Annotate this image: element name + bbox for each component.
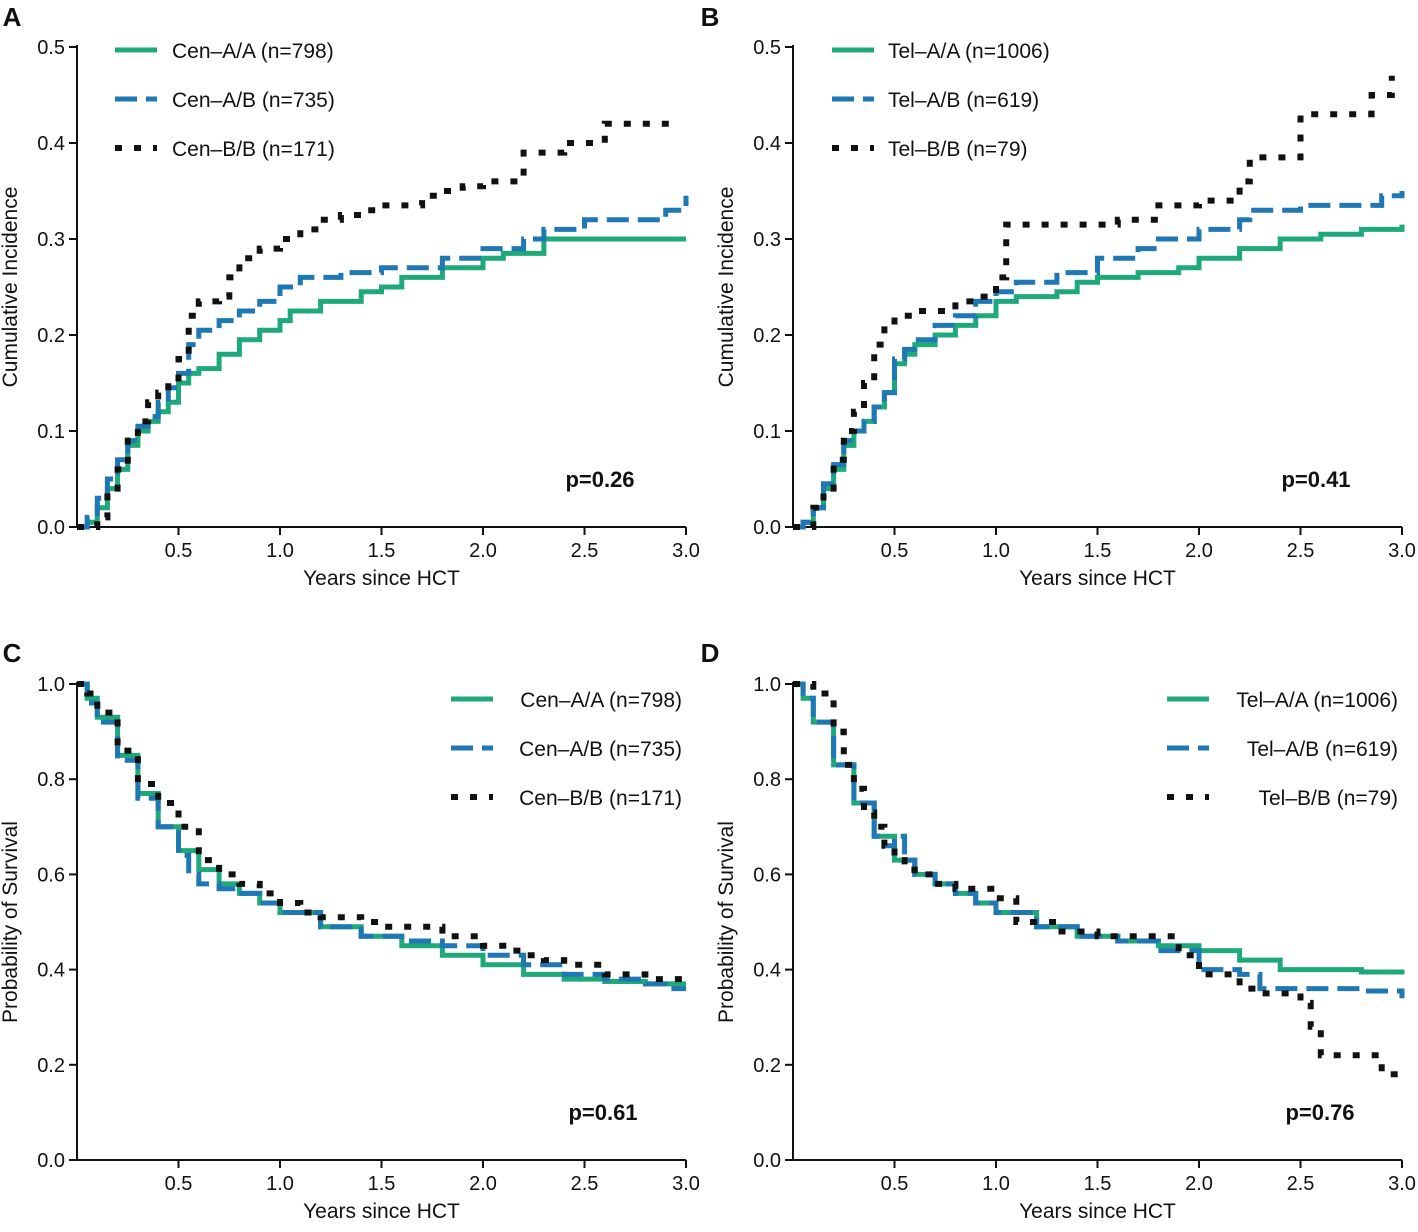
y-axis-title: Probability of Survival bbox=[715, 821, 738, 1023]
y-axis-title: Cumulative Incidence bbox=[0, 187, 22, 388]
y-tick-label: 0.0 bbox=[37, 1150, 65, 1172]
y-tick-label: 0.4 bbox=[753, 133, 781, 155]
legend: Tel–A/A (n=1006) Tel–A/B (n=619) Tel–B/B (… bbox=[1167, 689, 1398, 810]
x-axis-title: Years since HCT bbox=[1019, 567, 1176, 590]
legend-label: Tel–B/B (n=79) bbox=[1259, 787, 1399, 810]
y-tick-label: 0.3 bbox=[753, 229, 781, 251]
series-line-dashed bbox=[77, 681, 686, 992]
legend-label: Cen–B/B (n=171) bbox=[519, 787, 682, 810]
legend-label: Tel–A/B (n=619) bbox=[1247, 738, 1398, 761]
x-tick-label: 1.0 bbox=[982, 540, 1010, 562]
legend: Cen–A/A (n=798) Cen–A/B (n=735) Cen–B/B (n… bbox=[115, 40, 335, 161]
legend-label: Cen–A/B (n=735) bbox=[519, 738, 682, 761]
y-tick-label: 0.4 bbox=[753, 960, 781, 982]
panel-c: C 0.0 0.2 0.4 0.6 0.8 1.0 0.5 1.0 1.5 2.0 2.5 3.0 Yea… bbox=[0, 638, 700, 1223]
x-tick-label: 3.0 bbox=[672, 540, 700, 562]
series-line-dotted bbox=[77, 120, 676, 530]
y-tick-label: 1.0 bbox=[753, 674, 781, 696]
y-tick-label: 0.6 bbox=[37, 864, 65, 886]
series-line-dashed bbox=[793, 681, 1405, 999]
legend-label: Tel–B/B (n=79) bbox=[888, 138, 1028, 161]
legend-label: Cen–A/A (n=798) bbox=[520, 689, 682, 712]
x-tick-label: 3.0 bbox=[672, 1173, 700, 1195]
panel-label: C bbox=[3, 638, 22, 668]
x-tick-label: 0.5 bbox=[165, 540, 193, 562]
y-tick-label: 1.0 bbox=[37, 674, 65, 696]
y-tick-label: 0.2 bbox=[753, 325, 781, 347]
x-tick-label: 2.5 bbox=[571, 1173, 599, 1195]
x-tick-label: 1.5 bbox=[1084, 1173, 1112, 1195]
x-tick-label: 0.5 bbox=[165, 1173, 193, 1195]
y-tick-label: 0.6 bbox=[753, 864, 781, 886]
x-tick-label: 3.0 bbox=[1388, 540, 1416, 562]
x-tick-label: 1.0 bbox=[266, 1173, 294, 1195]
p-value-annotation: p=0.76 bbox=[1285, 1100, 1354, 1125]
panel-d: D 0.0 0.2 0.4 0.6 0.8 1.0 0.5 1.0 1.5 2.0 2.5 3.0 Yea… bbox=[701, 638, 1416, 1223]
panel-label: B bbox=[701, 2, 720, 32]
x-tick-label: 1.5 bbox=[368, 540, 396, 562]
y-axis-title: Cumulative Incidence bbox=[715, 187, 738, 388]
x-tick-label: 0.5 bbox=[881, 1173, 909, 1195]
x-axis-title: Years since HCT bbox=[303, 567, 460, 590]
y-tick-label: 0.4 bbox=[37, 133, 65, 155]
x-tick-label: 0.5 bbox=[881, 540, 909, 562]
y-tick-label: 0.8 bbox=[37, 769, 65, 791]
y-tick-label: 0.2 bbox=[37, 1055, 65, 1077]
x-axis-title: Years since HCT bbox=[303, 1200, 460, 1223]
legend-label: Tel–A/A (n=1006) bbox=[1236, 689, 1398, 712]
x-tick-label: 1.5 bbox=[368, 1173, 396, 1195]
y-tick-label: 0.3 bbox=[37, 229, 65, 251]
series-line-solid bbox=[77, 681, 686, 987]
legend-label: Tel–A/B (n=619) bbox=[888, 89, 1039, 112]
panel-b: B 0.0 0.1 0.2 0.3 0.4 0.5 0.5 1.0 1.5 2.0 2.5 3.0 Yea… bbox=[701, 2, 1416, 590]
legend-label: Tel–A/A (n=1006) bbox=[888, 40, 1050, 63]
legend: Tel–A/A (n=1006) Tel–A/B (n=619) Tel–B/B (… bbox=[832, 40, 1050, 161]
y-tick-label: 0.1 bbox=[37, 421, 65, 443]
x-tick-label: 3.0 bbox=[1388, 1173, 1416, 1195]
legend-label: Cen–B/B (n=171) bbox=[172, 138, 335, 161]
y-tick-label: 0.8 bbox=[753, 769, 781, 791]
y-tick-label: 0.0 bbox=[753, 1150, 781, 1172]
x-tick-label: 2.0 bbox=[469, 540, 497, 562]
legend: Cen–A/A (n=798) Cen–A/B (n=735) Cen–B/B (n… bbox=[451, 689, 682, 810]
x-tick-label: 2.5 bbox=[571, 540, 599, 562]
x-tick-label: 2.0 bbox=[1185, 540, 1213, 562]
x-tick-label: 2.0 bbox=[469, 1173, 497, 1195]
y-tick-label: 0.0 bbox=[753, 517, 781, 539]
x-tick-label: 1.0 bbox=[266, 540, 294, 562]
panel-label: A bbox=[3, 2, 22, 32]
x-tick-label: 2.5 bbox=[1287, 1173, 1315, 1195]
x-tick-label: 1.0 bbox=[982, 1173, 1010, 1195]
p-value-annotation: p=0.41 bbox=[1281, 467, 1350, 492]
series-line-dotted bbox=[793, 75, 1395, 530]
panel-a: A 0.0 0.1 0.2 0.3 0.4 0.5 0.5 1.0 1.5 2.0 2.5 3.0 Yea… bbox=[0, 2, 700, 590]
series-line-dashed bbox=[793, 191, 1405, 530]
legend-label: Cen–A/A (n=798) bbox=[172, 40, 334, 63]
y-axis-title: Probability of Survival bbox=[0, 821, 22, 1023]
p-value-annotation: p=0.61 bbox=[568, 1100, 637, 1125]
x-tick-label: 2.0 bbox=[1185, 1173, 1213, 1195]
y-tick-label: 0.0 bbox=[37, 517, 65, 539]
panel-label: D bbox=[701, 638, 720, 668]
y-tick-label: 0.1 bbox=[753, 421, 781, 443]
y-tick-label: 0.2 bbox=[37, 325, 65, 347]
y-tick-label: 0.4 bbox=[37, 960, 65, 982]
p-value-annotation: p=0.26 bbox=[565, 467, 634, 492]
series-line-solid bbox=[77, 236, 686, 530]
y-tick-label: 0.5 bbox=[37, 37, 65, 59]
legend-label: Cen–A/B (n=735) bbox=[172, 89, 335, 112]
x-tick-label: 2.5 bbox=[1287, 540, 1315, 562]
y-tick-label: 0.5 bbox=[753, 37, 781, 59]
series-line-dashed bbox=[77, 195, 689, 530]
x-axis-title: Years since HCT bbox=[1019, 1200, 1176, 1223]
x-tick-label: 1.5 bbox=[1084, 540, 1112, 562]
y-tick-label: 0.2 bbox=[753, 1055, 781, 1077]
